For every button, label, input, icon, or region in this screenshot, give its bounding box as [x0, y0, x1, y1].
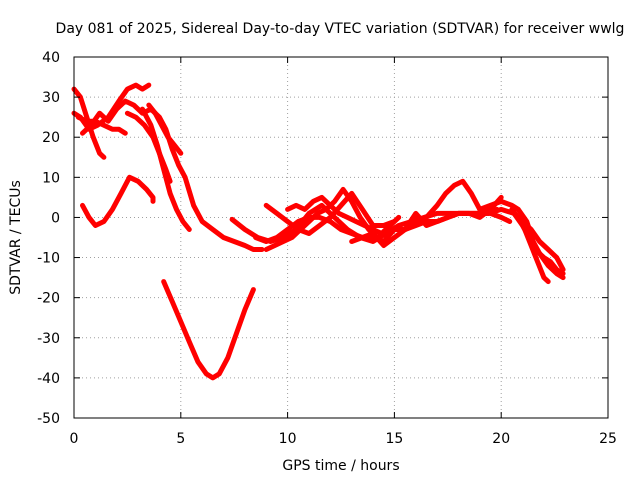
y-tick-label: -30 — [37, 331, 60, 347]
series-line-arc9 — [161, 279, 256, 381]
series-line-arc16 — [402, 194, 504, 232]
y-tick-label: 0 — [51, 210, 60, 226]
y-tick-label: -10 — [37, 251, 60, 267]
x-tick-label: 25 — [599, 431, 617, 447]
series-line-arc4 — [80, 98, 265, 252]
y-axis: -50 -40 -30 -20 -10 0 10 20 30 40 — [37, 50, 608, 427]
series-line-arc15 — [349, 178, 500, 248]
series-line-arc19 — [511, 210, 566, 273]
series-line-arc2 — [71, 82, 152, 132]
x-axis: 0 5 10 15 20 25 — [70, 57, 617, 447]
y-tick-label: 20 — [42, 130, 60, 146]
series-line-arc6 — [146, 102, 184, 156]
y-tick-label: -50 — [37, 411, 60, 427]
x-tick-label: 20 — [492, 431, 510, 447]
grid-lines — [74, 57, 608, 418]
x-tick-label: 15 — [385, 431, 403, 447]
y-tick-label: -40 — [37, 371, 60, 387]
series-line-arc14 — [285, 194, 402, 236]
series-line-arc13 — [263, 190, 397, 236]
y-axis-label: SDTVAR / TECUs — [8, 180, 24, 295]
x-axis-label: GPS time / hours — [282, 458, 399, 474]
chart-title: Day 081 of 2025, Sidereal Day-to-day VTE… — [56, 21, 625, 37]
x-tick-label: 5 — [176, 431, 185, 447]
x-tick-label: 10 — [279, 431, 297, 447]
series-line-arc7 — [139, 106, 192, 232]
series-layer — [71, 82, 566, 381]
y-tick-label: 40 — [42, 50, 60, 66]
plot-frame — [73, 56, 609, 419]
x-tick-label: 0 — [70, 431, 79, 447]
y-tick-label: 10 — [42, 170, 60, 186]
series-line-arc8 — [80, 174, 156, 228]
y-tick-label: -20 — [37, 291, 60, 307]
series-line-arc3 — [75, 114, 128, 136]
y-tick-label: 30 — [42, 90, 60, 106]
